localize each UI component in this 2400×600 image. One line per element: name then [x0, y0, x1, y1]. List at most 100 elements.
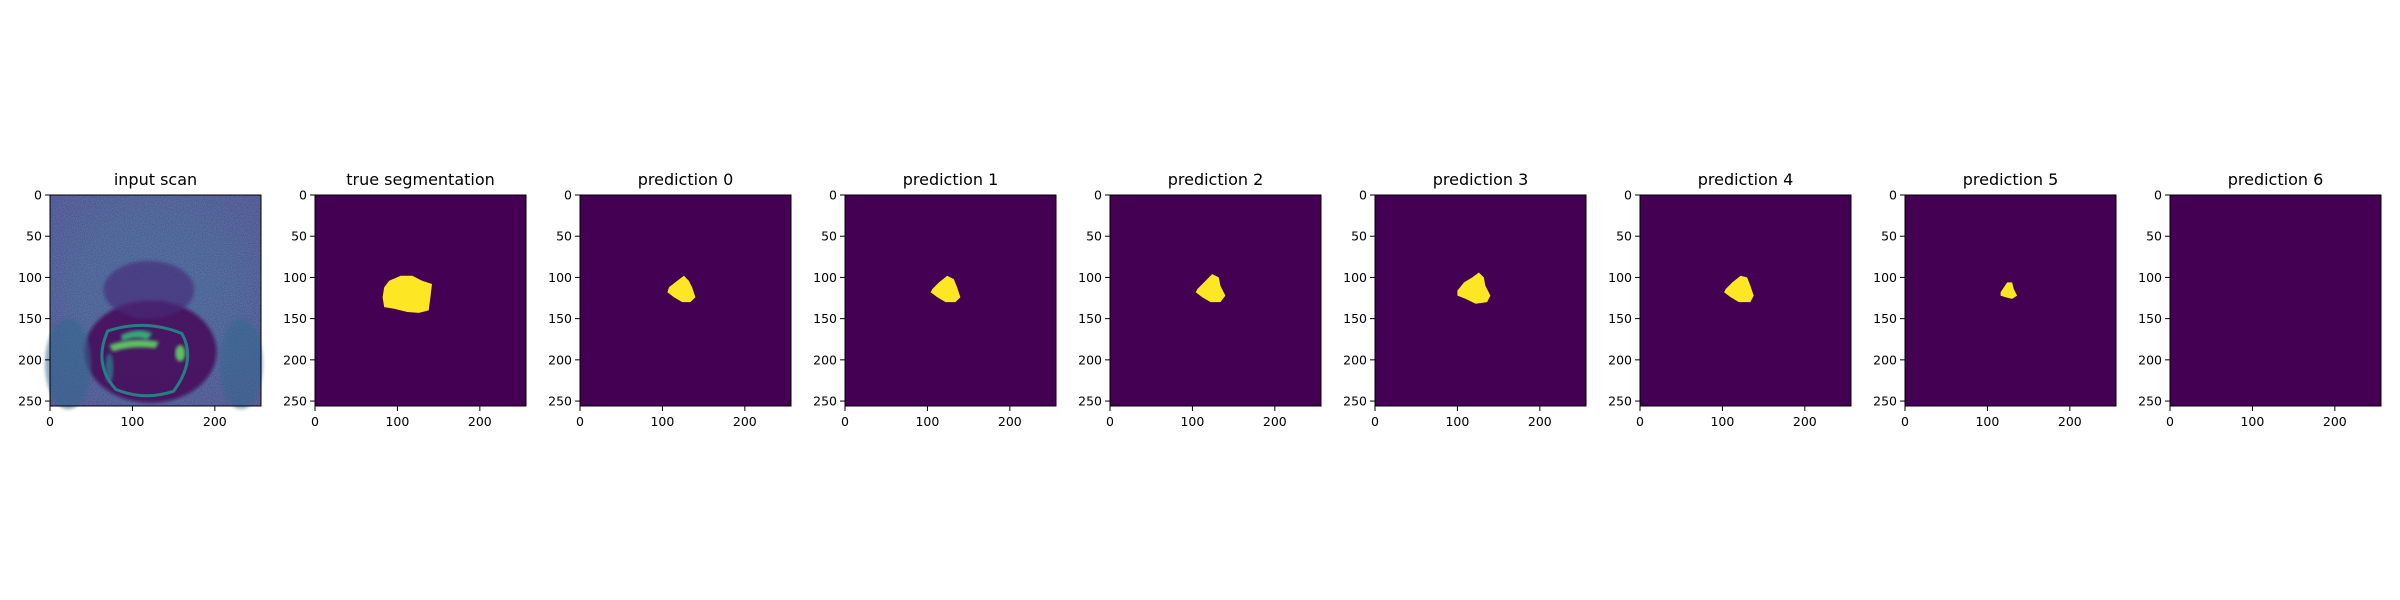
y-tick-label: 50	[556, 229, 572, 244]
panel-2: prediction 0 0 100 200 0 50 100 150 200 250	[548, 170, 792, 429]
panel-title: prediction 3	[1433, 170, 1529, 189]
x-tick-label: 100	[1975, 414, 1999, 429]
y-tick-label: 100	[813, 270, 837, 285]
x-tick-label: 0	[1371, 414, 1379, 429]
y-tick-label: 250	[18, 394, 42, 409]
segmentation-region	[1195, 274, 1226, 303]
x-tick-label: 0	[841, 414, 849, 429]
y-tick-label: 50	[1351, 229, 1367, 244]
segmentation-region	[2000, 282, 2018, 299]
axes-frame	[314, 194, 527, 407]
segmentation-region	[382, 275, 432, 313]
panel-title: prediction 0	[638, 170, 734, 189]
x-tick-label: 0	[311, 414, 319, 429]
x-tick-label: 200	[998, 414, 1022, 429]
y-tick-label: 100	[18, 270, 42, 285]
y-tick-label: 200	[1608, 352, 1632, 367]
x-tick-label: 100	[1710, 414, 1734, 429]
y-tick-label: 250	[1608, 394, 1632, 409]
x-tick-label: 0	[1901, 414, 1909, 429]
panel-title: prediction 1	[903, 170, 999, 189]
y-tick-label: 150	[1343, 311, 1367, 326]
y-tick-label: 250	[1078, 394, 1102, 409]
y-tick-label: 250	[813, 394, 837, 409]
y-tick-label: 0	[2154, 188, 2162, 203]
y-tick-label: 100	[1078, 270, 1102, 285]
x-tick-label: 200	[2323, 414, 2347, 429]
y-tick-label: 200	[813, 352, 837, 367]
segmentation-region	[930, 275, 961, 303]
y-tick-label: 150	[1078, 311, 1102, 326]
y-tick-label: 150	[283, 311, 307, 326]
y-tick-label: 0	[299, 188, 307, 203]
segmentation-region	[1457, 272, 1491, 304]
scan-bright-region	[100, 323, 190, 398]
y-tick-label: 150	[18, 311, 42, 326]
x-tick-label: 0	[2166, 414, 2174, 429]
y-tick-label: 100	[283, 270, 307, 285]
panel-title: prediction 2	[1168, 170, 1264, 189]
y-tick-label: 150	[813, 311, 837, 326]
y-tick-label: 250	[1343, 394, 1367, 409]
y-tick-label: 200	[1343, 352, 1367, 367]
panel-title: true segmentation	[346, 170, 495, 189]
y-tick-label: 200	[1078, 352, 1102, 367]
panel-5: prediction 3 0 100 200 0 50 100 150 200 250	[1343, 170, 1587, 429]
x-tick-label: 0	[46, 414, 54, 429]
y-tick-label: 200	[283, 352, 307, 367]
x-tick-label: 200	[1528, 414, 1552, 429]
y-tick-label: 0	[1889, 188, 1897, 203]
y-tick-label: 0	[829, 188, 837, 203]
y-tick-label: 100	[2138, 270, 2162, 285]
x-tick-label: 200	[733, 414, 757, 429]
x-tick-label: 0	[576, 414, 584, 429]
x-tick-label: 0	[1106, 414, 1114, 429]
axes-frame	[844, 194, 1057, 407]
y-tick-label: 50	[821, 229, 837, 244]
y-tick-label: 250	[548, 394, 572, 409]
scan-bright-region	[45, 318, 92, 410]
y-tick-label: 250	[2138, 394, 2162, 409]
panel-7: prediction 5 0 100 200 0 50 100 150 200 250	[1873, 170, 2117, 429]
x-tick-label: 200	[1263, 414, 1287, 429]
y-tick-label: 150	[2138, 311, 2162, 326]
scan-bright-region	[105, 353, 114, 383]
y-tick-label: 200	[2138, 352, 2162, 367]
y-tick-label: 150	[1608, 311, 1632, 326]
panel-3: prediction 1 0 100 200 0 50 100 150 200 250	[813, 170, 1057, 429]
x-tick-label: 0	[1636, 414, 1644, 429]
scan-dark-region	[103, 260, 195, 319]
y-tick-label: 250	[1873, 394, 1897, 409]
y-tick-label: 100	[1873, 270, 1897, 285]
x-tick-label: 200	[203, 414, 227, 429]
y-tick-label: 150	[548, 311, 572, 326]
y-tick-label: 50	[26, 229, 42, 244]
mask-background	[1905, 195, 2116, 406]
scan-bright-region	[175, 345, 186, 362]
axes-frame	[2169, 194, 2382, 407]
y-tick-label: 200	[548, 352, 572, 367]
y-tick-label: 200	[18, 352, 42, 367]
panel-8: prediction 6 0 100 200 0 50 100 150 200 250	[2138, 170, 2382, 429]
x-tick-label: 200	[2058, 414, 2082, 429]
y-tick-label: 50	[1086, 229, 1102, 244]
x-tick-label: 100	[385, 414, 409, 429]
y-tick-label: 50	[1881, 229, 1897, 244]
y-tick-label: 100	[1608, 270, 1632, 285]
y-tick-label: 50	[2146, 229, 2162, 244]
x-tick-label: 100	[1180, 414, 1204, 429]
y-tick-label: 0	[34, 188, 42, 203]
axes-frame	[1904, 194, 2117, 407]
panel-1: true segmentation 0 100 200 0 50 100 150 200 250	[283, 170, 527, 429]
y-tick-label: 0	[564, 188, 572, 203]
x-tick-label: 100	[1445, 414, 1469, 429]
panel-6: prediction 4 0 100 200 0 50 100 150 200 250	[1608, 170, 1852, 429]
segmentation-region	[667, 275, 696, 303]
y-tick-label: 50	[1616, 229, 1632, 244]
segmentation-region	[1724, 275, 1754, 303]
scan-bright-region	[120, 330, 153, 342]
y-tick-label: 50	[291, 229, 307, 244]
axes-frame	[49, 194, 262, 407]
x-tick-label: 200	[1793, 414, 1817, 429]
